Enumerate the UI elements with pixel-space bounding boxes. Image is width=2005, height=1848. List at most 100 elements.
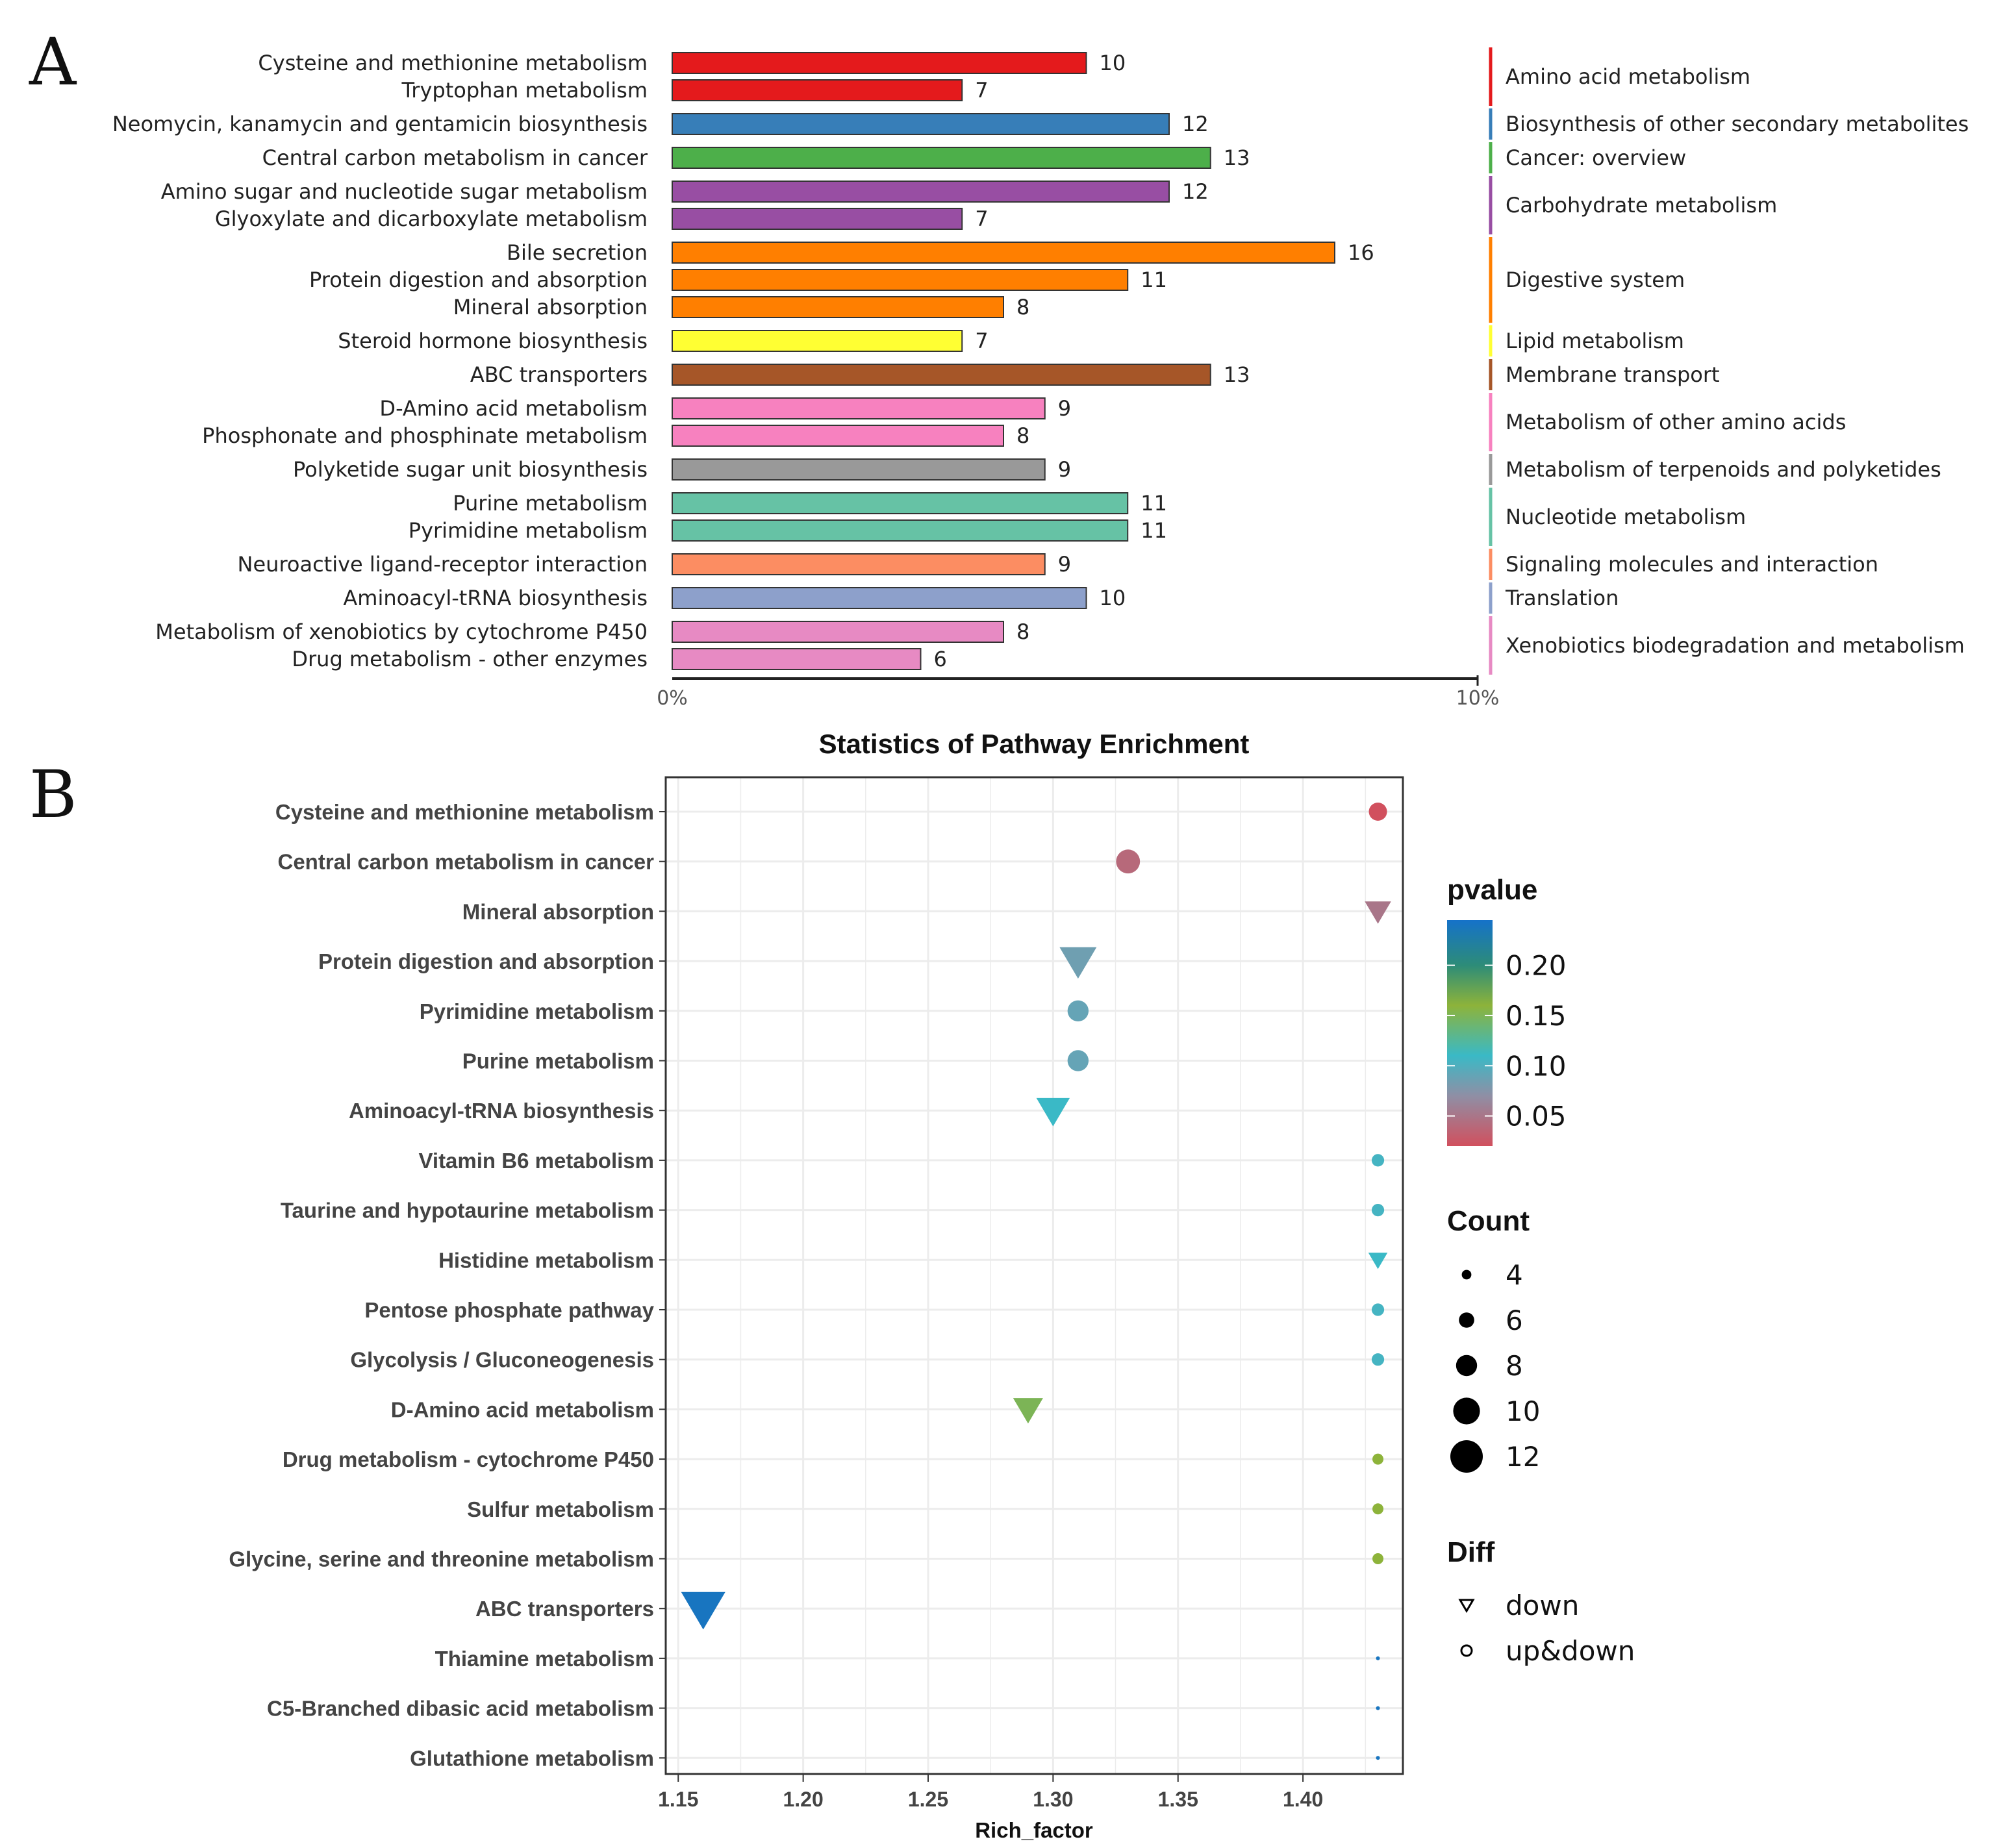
panel-b-x-axis-title: Rich_factor [975, 1818, 1093, 1842]
point-circle [1372, 1503, 1384, 1515]
count-legend-title: Count [1447, 1205, 1530, 1237]
panel-b-x-ticks: 1.15 1.20 1.25 1.30 1.35 1.40 [658, 1774, 1323, 1811]
x-tick-label: 1.25 [908, 1788, 948, 1811]
value-label: 11 [1141, 518, 1167, 543]
point-circle [1067, 1000, 1089, 1022]
diff-legend: down up&down [1458, 1590, 1635, 1667]
category-label: Purine metabolism [453, 491, 648, 516]
y-tick-label: Aminoacyl-tRNA biosynthesis [349, 1099, 654, 1123]
group-label: Metabolism of other amino acids [1506, 410, 1846, 434]
panel-a-category-labels: Cysteine and methionine metabolism Trypto… [112, 51, 648, 671]
point-circle [1371, 1204, 1385, 1217]
pvalue-colorbar-ticks: 0.20 0.15 0.10 0.05 [1447, 950, 1567, 1132]
category-label: Protein digestion and absorption [309, 268, 648, 292]
bar [672, 553, 1046, 575]
y-tick-label: Protein digestion and absorption [318, 949, 654, 973]
point-circle [1368, 803, 1387, 821]
panel-b-points [681, 803, 1391, 1760]
group-label: Nucleotide metabolism [1506, 505, 1746, 529]
y-tick-label: Purine metabolism [462, 1049, 654, 1073]
group-label: Carbohydrate metabolism [1506, 193, 1777, 218]
point-down-triangle [1013, 1398, 1043, 1424]
down-triangle-icon [1458, 1599, 1475, 1613]
point-down-triangle [681, 1592, 725, 1630]
point-down-triangle [1365, 901, 1391, 924]
value-label: 11 [1141, 268, 1167, 292]
group-label: Metabolism of terpenoids and polyketides [1506, 457, 1941, 482]
panel-b-plot-background [666, 777, 1403, 1774]
group-label: Lipid metabolism [1506, 329, 1684, 353]
y-tick-label: Central carbon metabolism in cancer [277, 850, 654, 874]
y-tick-label: Taurine and hypotaurine metabolism [281, 1199, 654, 1223]
category-label: Tryptophan metabolism [401, 78, 648, 103]
count-legend-key [1456, 1355, 1478, 1377]
value-label: 9 [1058, 552, 1071, 577]
category-label: Cysteine and methionine metabolism [258, 51, 648, 75]
y-tick-label: Thiamine metabolism [435, 1647, 654, 1671]
y-tick-label: Drug metabolism - cytochrome P450 [283, 1447, 654, 1471]
value-label: 13 [1224, 362, 1250, 387]
category-label: Polyketide sugar unit biosynthesis [293, 457, 648, 482]
colorbar-tick-label: 0.05 [1506, 1101, 1567, 1132]
colorbar-tick-label: 0.20 [1506, 950, 1567, 982]
x-tick-label: 1.40 [1283, 1788, 1323, 1811]
panel-b-scatter-chart: B Statistics of Pathway Enrichment Cyste… [29, 729, 1635, 1842]
y-tick-label: ABC transporters [475, 1597, 654, 1621]
category-label: Pyrimidine metabolism [409, 518, 648, 543]
count-legend-label: 8 [1506, 1350, 1523, 1382]
category-label: Bile secretion [507, 240, 648, 265]
bar [672, 242, 1335, 264]
panel-b-category-labels: Cysteine and methionine metabolism Centra… [229, 800, 666, 1770]
x-tick-label: 1.35 [1158, 1788, 1198, 1811]
value-label: 9 [1058, 396, 1071, 421]
bar [672, 458, 1046, 481]
count-legend-label: 4 [1506, 1259, 1523, 1291]
count-legend-label: 12 [1506, 1441, 1540, 1473]
panel-b-gridlines [666, 777, 1403, 1774]
panel-a-bars [672, 52, 1335, 670]
category-label: D-Amino acid metabolism [379, 396, 648, 421]
up-down-circle-icon [1460, 1644, 1473, 1657]
bar [672, 648, 922, 670]
bar [672, 79, 963, 101]
group-label: Membrane transport [1506, 362, 1720, 387]
panel-a-label: A [29, 24, 77, 100]
bar [672, 181, 1170, 203]
x-tick-label: 1.15 [658, 1788, 698, 1811]
value-label: 9 [1058, 457, 1071, 482]
y-tick-label: Pyrimidine metabolism [420, 999, 654, 1023]
count-legend-key [1453, 1397, 1480, 1425]
bar [672, 364, 1211, 386]
x-tick-label: 1.30 [1033, 1788, 1073, 1811]
category-label: Neuroactive ligand-receptor interaction [238, 552, 648, 577]
y-tick-label: Mineral absorption [462, 899, 654, 923]
category-label: Drug metabolism - other enzymes [292, 647, 648, 671]
bar [672, 397, 1046, 419]
category-label: Metabolism of xenobiotics by cytochrome … [155, 619, 648, 644]
y-tick-label: Sulfur metabolism [467, 1497, 654, 1521]
group-label: Amino acid metabolism [1506, 64, 1750, 89]
value-label: 12 [1182, 112, 1209, 136]
value-label: 10 [1100, 586, 1126, 610]
colorbar-tick-label: 0.10 [1506, 1050, 1567, 1082]
diff-legend-label: down [1506, 1590, 1579, 1621]
count-legend-label: 10 [1506, 1395, 1540, 1427]
category-label: Central carbon metabolism in cancer [262, 145, 648, 170]
bar [672, 519, 1129, 542]
bar [672, 330, 963, 352]
count-legend-label: 6 [1506, 1305, 1523, 1336]
bar [672, 208, 963, 230]
value-label: 7 [975, 329, 988, 353]
point-circle [1372, 1553, 1384, 1564]
diff-legend-label: up&down [1506, 1635, 1635, 1667]
count-legend-key [1461, 1269, 1472, 1280]
bar [672, 587, 1087, 609]
group-label: Xenobiotics biodegradation and metabolis… [1506, 633, 1965, 658]
category-label: Mineral absorption [453, 295, 648, 319]
panel-a-bar-chart: A Cysteine and methionine metabolism Tryp… [29, 24, 1969, 710]
x-tick-label: 1.20 [783, 1788, 823, 1811]
value-label: 8 [1016, 423, 1029, 448]
point-circle [1371, 1303, 1385, 1316]
category-label: Phosphonate and phosphinate metabolism [202, 423, 648, 448]
